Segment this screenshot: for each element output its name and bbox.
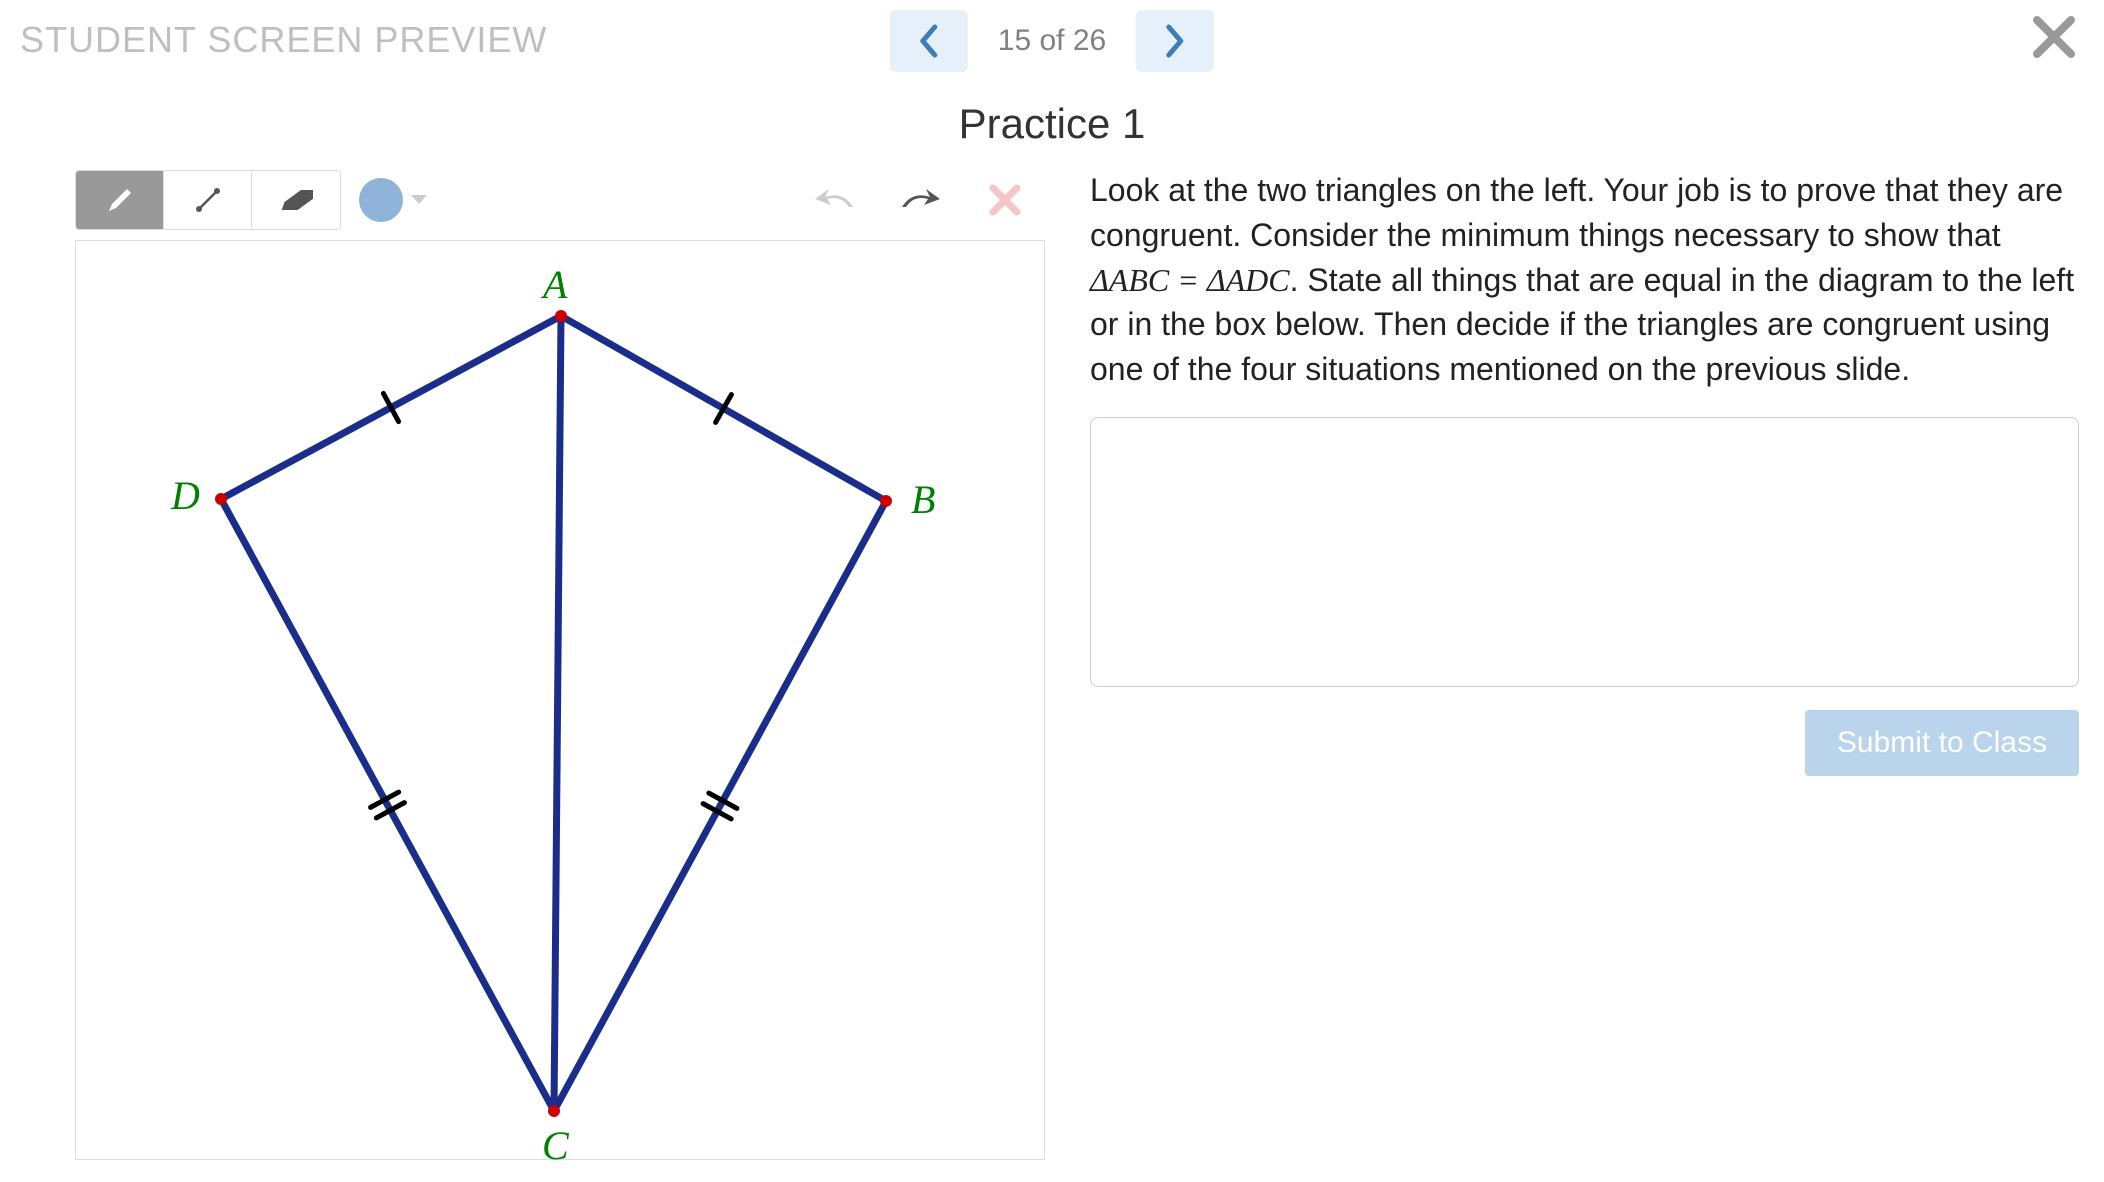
slide-title: Practice 1 [0, 100, 2104, 148]
page-indicator: 15 of 26 [998, 24, 1106, 58]
redo-icon [898, 185, 942, 215]
slide-nav: 15 of 26 [890, 10, 1214, 72]
eraser-tool-button[interactable] [252, 171, 340, 229]
preview-title: STUDENT SCREEN PREVIEW [20, 19, 547, 61]
main-content: A B C D Look at the two triangles on the le… [0, 148, 2104, 1160]
question-panel: Look at the two triangles on the left. Y… [1090, 168, 2079, 1160]
svg-text:A: A [540, 262, 568, 307]
pencil-tool-button[interactable] [76, 171, 164, 229]
line-icon [193, 185, 223, 215]
submit-row: Submit to Class [1090, 710, 2079, 776]
chevron-left-icon [917, 23, 941, 59]
submit-button[interactable]: Submit to Class [1805, 710, 2079, 776]
prev-slide-button[interactable] [890, 10, 968, 72]
svg-text:D: D [170, 473, 200, 518]
color-picker[interactable] [359, 178, 429, 222]
svg-text:B: B [911, 477, 935, 522]
eraser-icon [279, 187, 313, 213]
drawing-canvas[interactable]: A B C D [75, 240, 1045, 1160]
equation: ΔABC = ΔADC [1090, 262, 1290, 298]
x-icon [988, 183, 1022, 217]
instructions-text: Look at the two triangles on the left. Y… [1090, 168, 2079, 392]
drawing-toolbar [75, 168, 1045, 232]
instructions-before: Look at the two triangles on the left. Y… [1090, 172, 2063, 253]
undo-icon [813, 185, 857, 215]
undo-button[interactable] [810, 175, 860, 225]
pencil-icon [105, 185, 135, 215]
clear-button[interactable] [980, 175, 1030, 225]
chevron-right-icon [1163, 23, 1187, 59]
geometry-diagram: A B C D [76, 241, 1046, 1161]
drawing-panel: A B C D [75, 168, 1045, 1160]
line-tool-button[interactable] [164, 171, 252, 229]
chevron-down-icon [409, 193, 429, 207]
color-swatch [359, 178, 403, 222]
tool-group [75, 170, 341, 230]
close-button[interactable] [2029, 12, 2079, 67]
action-group [810, 175, 1045, 225]
svg-text:C: C [542, 1123, 570, 1161]
next-slide-button[interactable] [1136, 10, 1214, 72]
answer-input[interactable] [1090, 417, 2079, 687]
close-icon [2029, 12, 2079, 62]
redo-button[interactable] [895, 175, 945, 225]
